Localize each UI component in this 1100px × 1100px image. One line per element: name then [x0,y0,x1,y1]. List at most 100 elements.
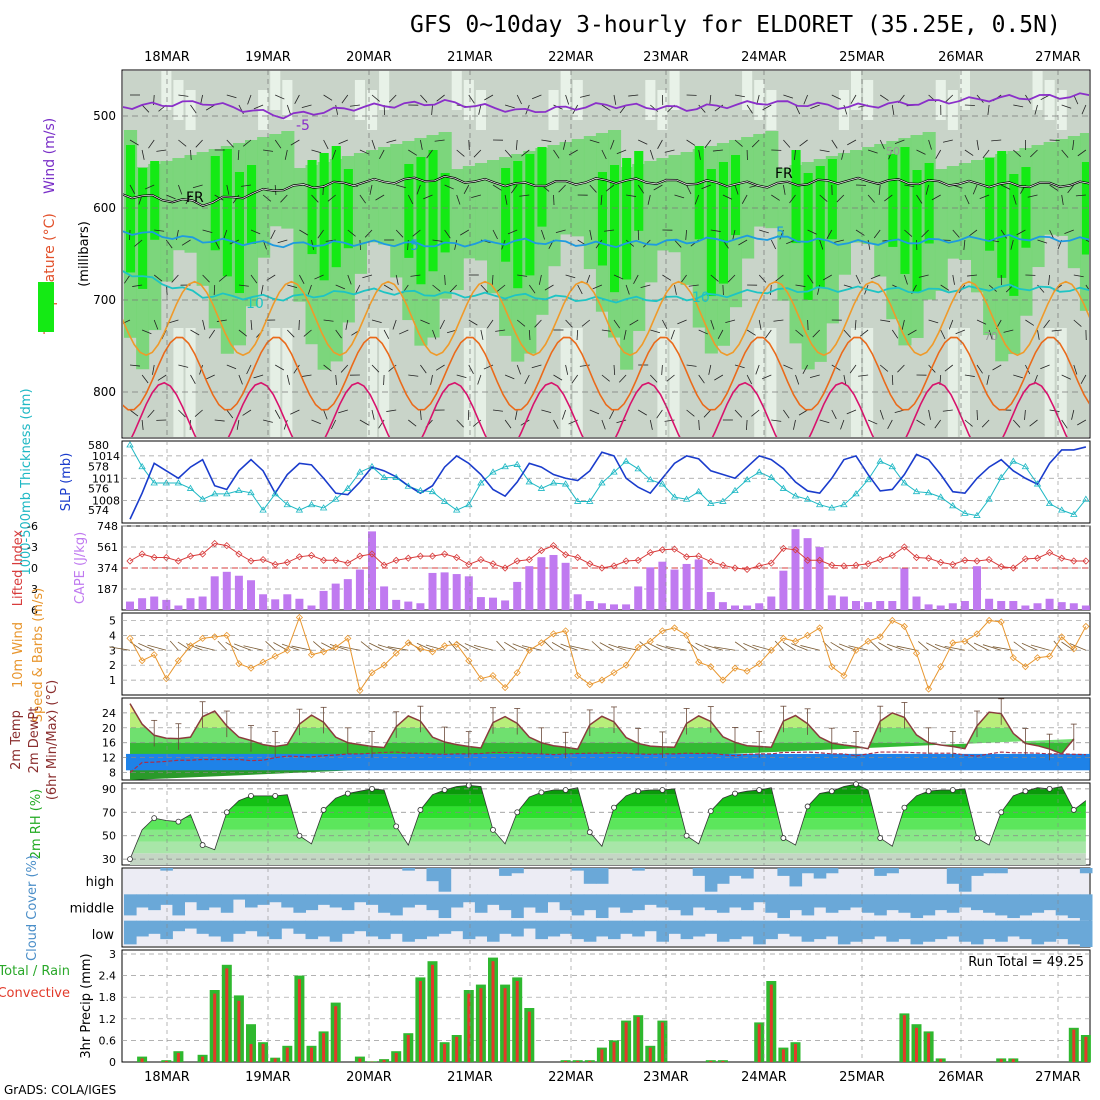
precip-convective-bar [709,1060,713,1062]
upper-air-ylabel: RH (%)Temperature (°C)Wind (m/s) [42,118,58,402]
li-point [537,546,545,555]
pressure-tick-label: 700 [93,293,116,307]
rh-mid-cell [837,153,851,275]
rh-high-cell [791,150,801,244]
wind-speed-point [320,648,328,656]
cloud-cell [813,894,827,908]
wind-barb [323,409,328,420]
temp-tick-label: 20 [102,722,116,735]
wind-barb [436,94,445,102]
wind-barb [688,284,699,287]
precip-convective-bar [999,1059,1003,1062]
wind-barb [629,319,639,326]
wind-barb [468,94,475,104]
wind-barb [1049,409,1060,412]
wind-barb [301,104,312,108]
wind10m-barb [982,644,1002,651]
cape-bar [864,602,873,610]
wind-speed-point [791,637,800,645]
wind-barb [568,149,578,156]
cloud-cell [1043,920,1057,942]
cloud-cell [898,920,911,940]
cape-bar [852,601,860,610]
wind-barb [1061,149,1069,158]
wind-barb [677,319,687,325]
wind-barb [260,284,264,295]
rh-high-cell [985,158,995,251]
cape-bar [222,571,231,610]
wind-barb [723,465,732,470]
wind-barb [454,239,458,250]
rh-low-cell [560,71,571,110]
cloud-cell [426,920,440,937]
cloud-cell [777,868,790,876]
precip-convective-bar [769,984,773,1062]
rh2m-label: 2m RH (%) [29,789,44,860]
wind-barb [383,284,393,291]
wind-barb [129,139,139,146]
wind-barb [964,194,970,205]
wind-speed-point [646,637,654,645]
wind-barb [662,274,672,281]
wind-barb [379,149,385,160]
wind-barb [1072,139,1075,150]
cloud-cell [172,894,185,916]
wind-barb [698,329,708,335]
wind10m-barb [543,640,554,651]
wind-barb [408,465,412,474]
rh-mid-cell [390,144,404,278]
wind-barb [246,364,252,375]
li-point [320,556,328,564]
cloud-cell [474,894,488,913]
wind-barb [1073,94,1079,105]
cloud-cell [208,920,222,937]
cloud-cell [269,920,282,940]
cloud-cell [837,920,851,945]
wind-barb [1073,364,1078,375]
wind-barb [640,284,651,288]
wind-barb [1027,194,1038,198]
cape-bar [912,596,921,610]
rh-low-cell [475,90,486,130]
rh-high-cell [138,168,148,289]
cloud-cell [1031,920,1045,945]
wind-barb [558,184,566,193]
wind-barb [976,364,983,374]
wind-barb [674,284,677,295]
wind-barb [613,274,624,280]
rh-low-cell [657,90,668,130]
contour-label: 10 [692,290,710,306]
cape-bar [1069,603,1078,610]
li-point [477,556,485,564]
wind10m-barb [464,643,482,651]
cloud-cell [971,868,984,876]
li-point [598,564,606,572]
wind-speed-point [852,646,860,654]
li-point [199,550,207,558]
wind-barb [299,229,309,236]
wind-barb [323,364,332,372]
cloud-layer-middle [124,894,1093,921]
rh-mid-cell [269,134,283,227]
dewpoint-fill [126,753,1090,771]
temp2m-label: 2m Temp [9,710,24,770]
wind-barb [190,104,197,114]
thickness-point [840,500,848,508]
precip-convective-bar [394,1053,398,1062]
cape-li-panel: 187 374 561 748 -6 -3 0 3 6 Lifted Index CAPE (J/k… [11,520,1090,617]
wind-barb [1073,319,1082,327]
cloud-cell [523,920,536,929]
wind10m-barb [618,645,639,651]
wind-barb [129,184,136,195]
wind-barb [979,194,990,199]
wind-barb [878,184,881,195]
rh-mid-cell [644,161,658,283]
wind10m-barb [360,641,373,651]
cloud-cell [414,920,427,940]
wind-barb [227,455,228,465]
cloud-cell [874,868,887,876]
date-label: 26MAR [938,1070,984,1085]
li-point [368,550,376,558]
li-point [525,556,533,564]
precip-convective-bar [479,988,483,1062]
